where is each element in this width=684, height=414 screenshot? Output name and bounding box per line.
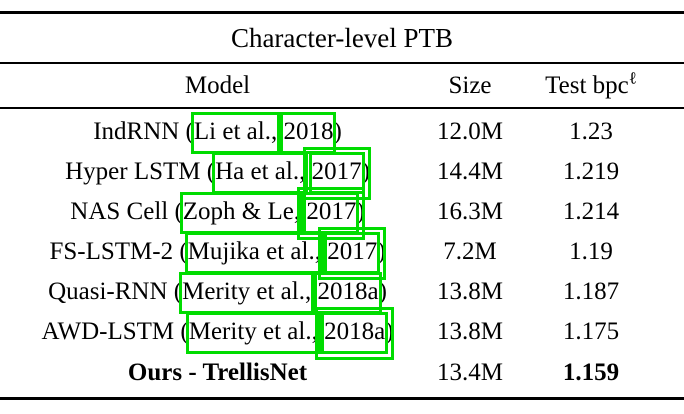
bpc-value: 1.19 — [569, 238, 613, 265]
citation-year-link[interactable]: 2018a — [324, 318, 386, 345]
model-name-suffix: ) — [361, 158, 370, 185]
citation-author-link[interactable]: Ha et al., — [215, 158, 306, 185]
header-separator-rule — [0, 107, 684, 109]
model-name: Hyper LSTM ( — [65, 158, 216, 185]
title-separator-rule — [0, 62, 684, 64]
citation-author-link[interactable]: Li et al., — [193, 118, 278, 145]
bpc-value: 1.23 — [569, 118, 613, 145]
model-name-suffix: ) — [378, 278, 387, 305]
model-name: AWD-LSTM ( — [41, 318, 189, 345]
citation-author-link[interactable]: Merity et al., — [188, 318, 318, 345]
size-value: 13.8M — [437, 278, 503, 305]
bpc-value: 1.214 — [562, 198, 620, 225]
table-bottom-rule — [0, 397, 684, 400]
citation-year-link[interactable]: 2017 — [327, 238, 378, 265]
model-name-suffix: ) — [333, 118, 342, 145]
size-value: 13.8M — [437, 318, 503, 345]
citation-author-link[interactable]: Merity et al., — [182, 278, 312, 305]
citation-year-link[interactable]: 2018a — [317, 278, 379, 305]
size-value: 14.4M — [437, 158, 503, 185]
size-value: 7.2M — [443, 238, 497, 265]
bpc-value: 1.187 — [562, 278, 620, 305]
column-header-model: Model — [184, 72, 251, 99]
model-name-suffix: ) — [385, 318, 394, 345]
citation-year-link[interactable]: 2017 — [311, 158, 362, 185]
bpc-value-best: 1.159 — [562, 359, 620, 386]
model-name-suffix: ) — [377, 238, 386, 265]
header-row: Model Size Test bpcℓ — [0, 66, 684, 106]
model-name-ours: Ours - TrellisNet — [127, 359, 308, 386]
bpc-value: 1.219 — [562, 158, 620, 185]
model-cell: Hyper LSTM (Ha et al., 2017) — [0, 152, 435, 192]
model-name-suffix: ) — [356, 198, 365, 225]
citation-author-link[interactable]: Mujika et al., — [187, 238, 321, 265]
size-value: 16.3M — [437, 198, 503, 225]
model-cell: FS-LSTM-2 (Mujika et al., 2017) — [0, 232, 435, 272]
column-header-test-bpc: Test bpcℓ — [536, 66, 646, 106]
table-top-rule — [0, 11, 684, 14]
model-name: FS-LSTM-2 ( — [49, 238, 188, 265]
table-title: Character-level PTB — [230, 23, 454, 53]
model-cell: IndRNN (Li et al., 2018) — [0, 112, 435, 152]
citation-year-link[interactable]: 2018 — [283, 118, 334, 145]
table-row: Ours - TrellisNet 13.4M 1.159 — [0, 353, 684, 393]
table-row: Hyper LSTM (Ha et al., 2017) 14.4M 1.219 — [0, 152, 684, 192]
bpc-superscript: ℓ — [628, 68, 637, 88]
model-cell: NAS Cell (Zoph & Le, 2017) — [0, 192, 435, 232]
model-name: IndRNN ( — [93, 118, 194, 145]
table-row: IndRNN (Li et al., 2018) 12.0M 1.23 — [0, 112, 684, 152]
table-row: Quasi-RNN (Merity et al., 2018a) 13.8M 1… — [0, 272, 684, 312]
citation-year-link[interactable]: 2017 — [306, 198, 357, 225]
table-row: NAS Cell (Zoph & Le, 2017) 16.3M 1.214 — [0, 192, 684, 232]
size-value: 12.0M — [437, 118, 503, 145]
size-value: 13.4M — [437, 359, 503, 386]
model-cell: Quasi-RNN (Merity et al., 2018a) — [0, 272, 435, 312]
bpc-value: 1.175 — [562, 318, 620, 345]
model-name: Quasi-RNN ( — [48, 278, 183, 305]
model-cell: AWD-LSTM (Merity et al., 2018a) — [0, 312, 435, 352]
citation-author-link[interactable]: Zoph & Le, — [182, 198, 301, 225]
test-bpc-label: Test bpc — [545, 72, 629, 99]
table-row: AWD-LSTM (Merity et al., 2018a) 13.8M 1.… — [0, 312, 684, 352]
model-name: NAS Cell ( — [70, 198, 183, 225]
column-header-size: Size — [448, 72, 492, 99]
table-row: FS-LSTM-2 (Mujika et al., 2017) 7.2M 1.1… — [0, 232, 684, 272]
